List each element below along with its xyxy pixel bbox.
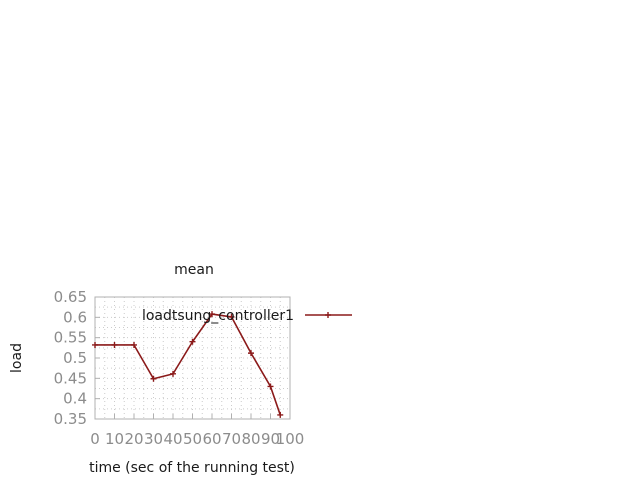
x-tick-label: 90 bbox=[261, 430, 280, 448]
legend: loadtsung_controller1 bbox=[142, 308, 352, 324]
y-tick-label: 0.45 bbox=[54, 369, 87, 387]
data-point bbox=[170, 370, 176, 377]
x-tick-label: 100 bbox=[276, 430, 305, 448]
x-tick-label: 0 bbox=[90, 430, 100, 448]
y-tick-label: 0.4 bbox=[63, 390, 87, 408]
data-point bbox=[267, 383, 274, 390]
y-tick-label: 0.6 bbox=[63, 308, 87, 326]
y-axis-label: load bbox=[9, 343, 25, 373]
x-tick-label: 20 bbox=[124, 430, 143, 448]
y-tick-label: 0.35 bbox=[54, 410, 87, 428]
x-tick-label: 70 bbox=[222, 430, 241, 448]
x-tick-label: 40 bbox=[163, 430, 182, 448]
x-tick-label: 60 bbox=[202, 430, 221, 448]
data-point bbox=[111, 341, 118, 348]
x-tick-label: 30 bbox=[144, 430, 163, 448]
chart-title: mean bbox=[174, 262, 214, 278]
y-tick-label: 0.65 bbox=[54, 288, 87, 306]
data-point bbox=[92, 341, 98, 348]
data-point bbox=[131, 341, 137, 348]
legend-marker bbox=[325, 312, 331, 318]
legend-label: loadtsung_controller1 bbox=[142, 308, 294, 324]
x-tick-label: 10 bbox=[105, 430, 124, 448]
y-tick-label: 0.5 bbox=[63, 349, 87, 367]
x-tick-label: 80 bbox=[241, 430, 260, 448]
data-point bbox=[277, 411, 284, 418]
data-point bbox=[228, 313, 235, 320]
series-line bbox=[95, 313, 282, 416]
x-axis-label: time (sec of the running test) bbox=[89, 460, 295, 476]
data-point bbox=[150, 375, 157, 382]
data-point bbox=[189, 338, 196, 345]
x-tick-label: 50 bbox=[183, 430, 202, 448]
data-point bbox=[248, 350, 254, 357]
y-tick-label: 0.55 bbox=[54, 329, 87, 347]
data-point bbox=[209, 311, 215, 318]
series bbox=[92, 311, 284, 418]
